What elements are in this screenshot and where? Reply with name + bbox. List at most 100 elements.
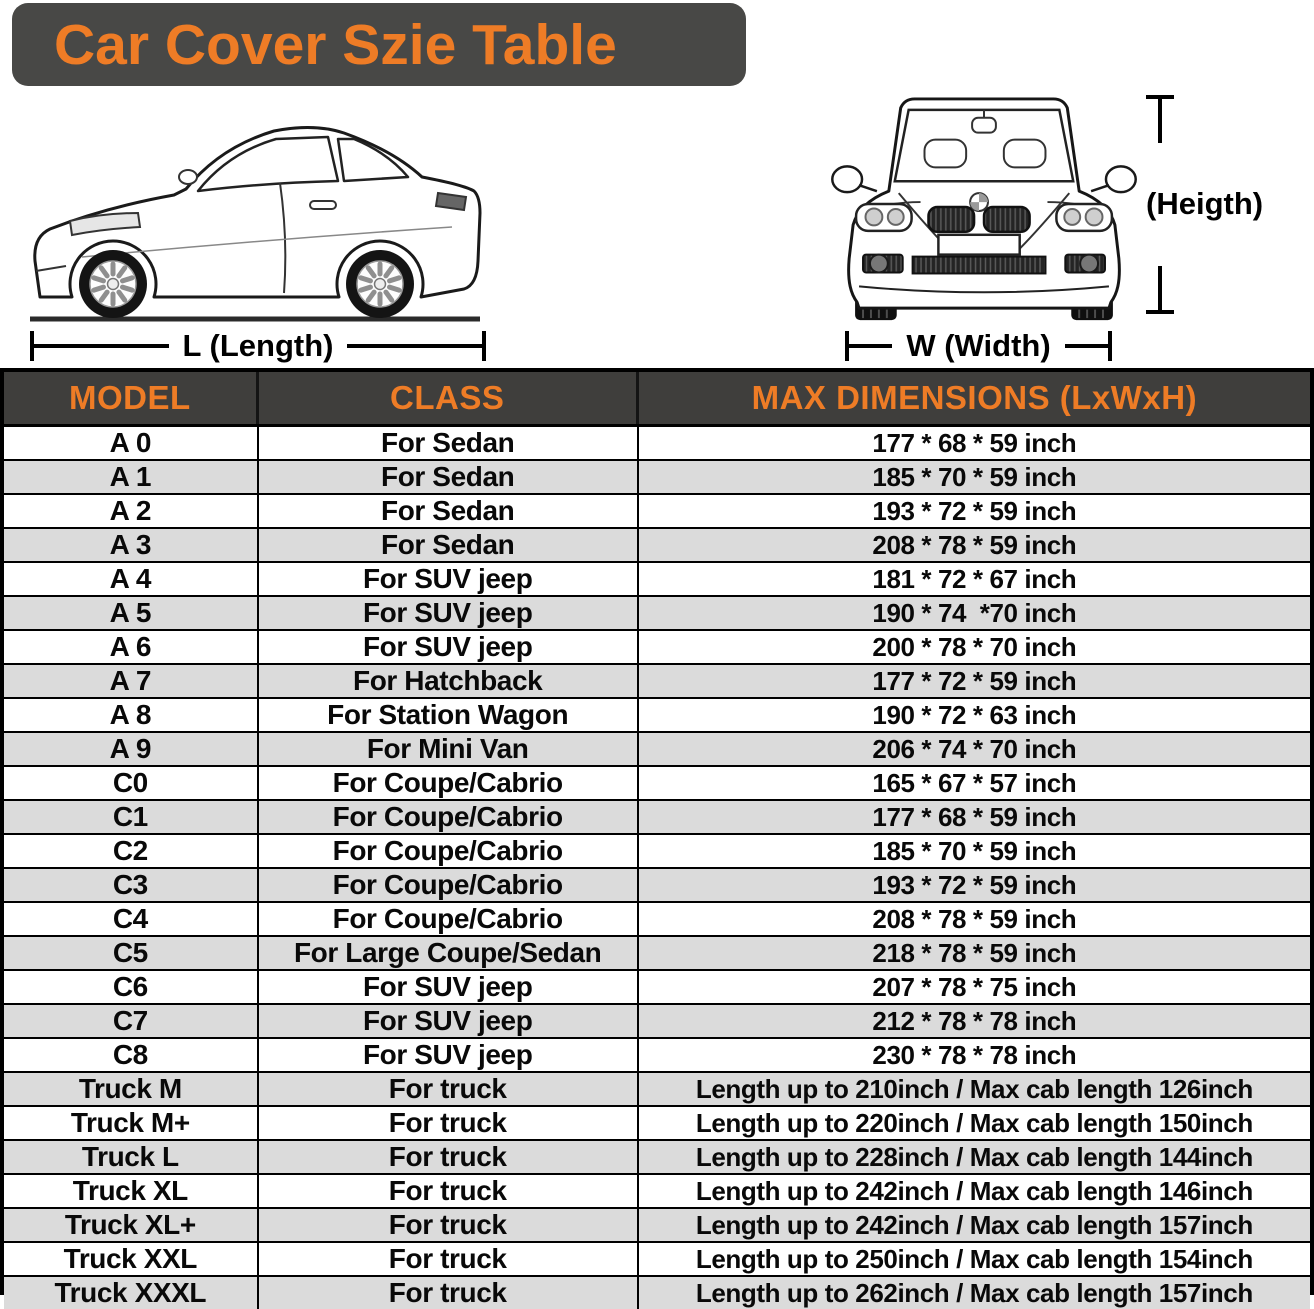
front-wheel-icon — [79, 250, 147, 318]
table-row: Truck M For truck Length up to 210inch /… — [4, 1071, 1310, 1105]
license-plate — [937, 233, 1021, 256]
lower-bumper — [858, 253, 1110, 294]
model-cell: A 0 — [4, 427, 259, 459]
dimensions-cell: 190 * 72 * 63 inch — [872, 699, 1077, 730]
header-max-dimensions: MAX DIMENSIONS (LxWxH) — [751, 379, 1198, 416]
model-cell: C1 — [4, 801, 259, 833]
title-banner: Car Cover Szie Table — [12, 3, 746, 86]
table-header-row: MODEL CLASS MAX DIMENSIONS (LxWxH) — [4, 372, 1310, 427]
dimensions-cell: 181 * 72 * 67 inch — [872, 563, 1077, 594]
class-cell: For Coupe/Cabrio — [259, 903, 639, 935]
class-cell: For Large Coupe/Sedan — [259, 937, 639, 969]
model-cell: C6 — [4, 971, 259, 1003]
table-row: A 9 For Mini Van 206 * 74 * 70 inch — [4, 731, 1310, 765]
model-cell: Truck L — [4, 1141, 259, 1173]
dimension-tick — [845, 331, 849, 361]
height-top-arrow — [1158, 95, 1162, 143]
class-cell: For truck — [259, 1107, 639, 1139]
model-cell: A 2 — [4, 495, 259, 527]
side-mirrors — [831, 165, 1137, 194]
class-cell: For Sedan — [259, 427, 639, 459]
model-cell: Truck XXL — [4, 1243, 259, 1275]
table-row: A 6 For SUV jeep 200 * 78 * 70 inch — [4, 629, 1310, 663]
table-row: A 1 For Sedan 185 * 70 * 59 inch — [4, 459, 1310, 493]
dimension-tick — [30, 331, 34, 361]
class-cell: For SUV jeep — [259, 1005, 639, 1037]
headlights-front — [854, 202, 1114, 233]
table-row: C8 For SUV jeep 230 * 78 * 78 inch — [4, 1037, 1310, 1071]
table-row: C6 For SUV jeep 207 * 78 * 75 inch — [4, 969, 1310, 1003]
class-cell: For truck — [259, 1141, 639, 1173]
dimensions-cell: Length up to 220inch / Max cab length 15… — [695, 1107, 1253, 1138]
table-row: A 4 For SUV jeep 181 * 72 * 67 inch — [4, 561, 1310, 595]
model-cell: Truck XL — [4, 1175, 259, 1207]
header-class: CLASS — [259, 372, 639, 424]
header-model: MODEL — [4, 372, 259, 424]
dimension-tick — [482, 331, 487, 361]
height-label: (Heigth) — [1146, 186, 1264, 221]
model-cell: C2 — [4, 835, 259, 867]
model-cell: A 1 — [4, 461, 259, 493]
dimensions-cell: Length up to 228inch / Max cab length 14… — [695, 1141, 1253, 1172]
model-cell: A 3 — [4, 529, 259, 561]
class-cell: For Coupe/Cabrio — [259, 869, 639, 901]
model-cell: A 7 — [4, 665, 259, 697]
dimensions-cell: 218 * 78 * 59 inch — [872, 937, 1077, 968]
class-cell: For truck — [259, 1277, 639, 1309]
model-cell: Truck M+ — [4, 1107, 259, 1139]
class-cell: For Hatchback — [259, 665, 639, 697]
dimensions-cell: Length up to 210inch / Max cab length 12… — [695, 1073, 1253, 1104]
class-cell: For Coupe/Cabrio — [259, 767, 639, 799]
class-cell: For truck — [259, 1209, 639, 1241]
model-cell: Truck M — [4, 1073, 259, 1105]
width-dimension: W (Width) — [845, 328, 1113, 363]
class-cell: For SUV jeep — [259, 1039, 639, 1071]
class-cell: For truck — [259, 1073, 639, 1105]
model-cell: C4 — [4, 903, 259, 935]
table-row: Truck L For truck Length up to 228inch /… — [4, 1139, 1310, 1173]
dimensions-cell: 177 * 72 * 59 inch — [872, 665, 1077, 696]
dimensions-cell: 208 * 78 * 59 inch — [872, 529, 1077, 560]
model-cell: Truck XL+ — [4, 1209, 259, 1241]
dimensions-cell: 230 * 78 * 78 inch — [872, 1039, 1077, 1070]
table-row: C7 For SUV jeep 212 * 78 * 78 inch — [4, 1003, 1310, 1037]
side-details — [35, 169, 453, 294]
dimensions-cell: 207 * 78 * 75 inch — [872, 971, 1077, 1002]
car-front-view-illustration — [831, 97, 1137, 321]
dimensions-cell: 193 * 72 * 59 inch — [872, 495, 1077, 526]
table-row: Truck XXL For truck Length up to 250inch… — [4, 1241, 1310, 1275]
dimension-line — [34, 344, 169, 348]
dimensions-cell: 185 * 70 * 59 inch — [872, 835, 1077, 866]
model-cell: C0 — [4, 767, 259, 799]
model-cell: Truck XXXL — [4, 1277, 259, 1309]
class-cell: For Station Wagon — [259, 699, 639, 731]
bmw-roundel-icon — [969, 192, 989, 212]
height-bottom-arrow — [1158, 266, 1162, 314]
table-row: Truck XL+ For truck Length up to 242inch… — [4, 1207, 1310, 1241]
side-windows — [196, 135, 410, 193]
dimensions-cell: 165 * 67 * 57 inch — [872, 767, 1077, 798]
dimensions-cell: 177 * 68 * 59 inch — [872, 427, 1077, 458]
model-cell: A 6 — [4, 631, 259, 663]
dimensions-cell: 200 * 78 * 70 inch — [872, 631, 1077, 662]
class-cell: For Sedan — [259, 461, 639, 493]
length-label: L (Length) — [182, 328, 334, 363]
dimension-line — [1064, 344, 1109, 348]
dimensions-cell: 212 * 78 * 78 inch — [872, 1005, 1077, 1036]
table-row: A 8 For Station Wagon 190 * 72 * 63 inch — [4, 697, 1310, 731]
class-cell: For SUV jeep — [259, 971, 639, 1003]
table-row: C4 For Coupe/Cabrio 208 * 78 * 59 inch — [4, 901, 1310, 935]
table-row: A 3 For Sedan 208 * 78 * 59 inch — [4, 527, 1310, 561]
table-row: Truck XXXL For truck Length up to 262inc… — [4, 1275, 1310, 1309]
dimensions-cell: 185 * 70 * 59 inch — [872, 461, 1077, 492]
dimensions-cell: 208 * 78 * 59 inch — [872, 903, 1077, 934]
dimensions-cell: 177 * 68 * 59 inch — [872, 801, 1077, 832]
car-side-view-illustration — [30, 125, 482, 322]
table-row: A 7 For Hatchback 177 * 72 * 59 inch — [4, 663, 1310, 697]
dimension-line — [347, 344, 483, 348]
headlight-side — [68, 211, 142, 237]
class-cell: For truck — [259, 1175, 639, 1207]
dimensions-cell: 193 * 72 * 59 inch — [872, 869, 1077, 900]
page-title: Car Cover Szie Table — [54, 12, 617, 77]
model-cell: A 8 — [4, 699, 259, 731]
